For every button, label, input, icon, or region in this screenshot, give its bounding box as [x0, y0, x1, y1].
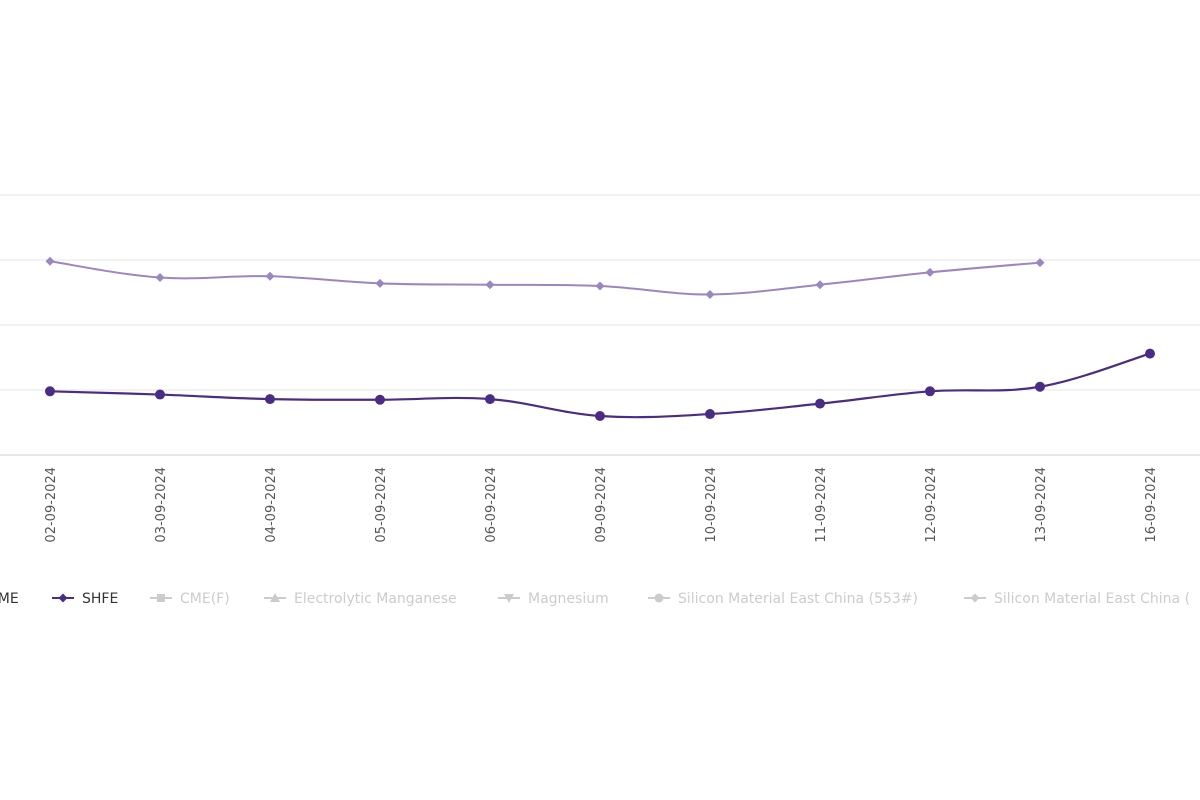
data-point[interactable] — [155, 389, 165, 400]
legend-marker-square — [157, 594, 165, 602]
legend-item-silicon-material-east-china-553[interactable]: Silicon Material East China (553#) — [648, 591, 918, 607]
series-shfe — [45, 348, 1155, 421]
legend-label: Electrolytic Manganese — [294, 591, 457, 607]
x-axis-tick-labels: 02-09-2024 03-09-2024 04-09-2024 05-09-2024… — [44, 467, 1159, 543]
x-tick-label: 11-09-2024 — [814, 467, 829, 543]
legend-item-silicon-material-east-china[interactable]: Silicon Material East China ( — [964, 591, 1190, 607]
x-tick-label: 04-09-2024 — [264, 467, 279, 543]
data-point[interactable] — [1035, 258, 1045, 268]
legend-label: Silicon Material East China (553#) — [678, 591, 918, 607]
legend-marker-triangle — [270, 593, 280, 602]
data-point[interactable] — [1035, 381, 1045, 392]
legend[interactable]: LME SHFE CME(F) Electrolytic Manganese Magne… — [0, 591, 1190, 607]
data-point[interactable] — [45, 386, 55, 397]
data-point[interactable] — [595, 281, 605, 291]
legend-item-magnesium[interactable]: Magnesium — [498, 591, 609, 607]
legend-marker-circle — [654, 593, 664, 603]
data-point[interactable] — [155, 273, 165, 283]
x-tick-label: 09-09-2024 — [594, 467, 609, 543]
legend-item-electrolytic-manganese[interactable]: Electrolytic Manganese — [264, 591, 457, 607]
data-point[interactable] — [705, 409, 715, 420]
legend-label: LME — [0, 591, 19, 607]
data-point[interactable] — [375, 394, 385, 405]
legend-item-lme[interactable]: LME — [0, 591, 19, 607]
series-line — [49, 352, 1151, 419]
legend-label: SHFE — [82, 591, 118, 607]
data-point[interactable] — [485, 394, 495, 405]
data-point[interactable] — [265, 271, 275, 281]
x-tick-label: 10-09-2024 — [704, 467, 719, 543]
data-point[interactable] — [815, 398, 825, 409]
data-point[interactable] — [1145, 348, 1155, 359]
data-point[interactable] — [925, 267, 935, 277]
legend-label: Magnesium — [528, 591, 609, 607]
x-tick-label: 13-09-2024 — [1034, 467, 1049, 543]
data-point[interactable] — [595, 411, 605, 421]
legend-label: Silicon Material East China ( — [994, 591, 1190, 607]
x-tick-label: 06-09-2024 — [484, 467, 499, 543]
data-point[interactable] — [265, 394, 275, 405]
legend-label: CME(F) — [180, 591, 230, 607]
legend-item-shfe[interactable]: SHFE — [52, 591, 118, 607]
legend-marker-diamond — [58, 593, 68, 603]
x-tick-label: 05-09-2024 — [374, 467, 389, 543]
x-tick-label: 03-09-2024 — [154, 467, 169, 543]
legend-marker-triangle-down — [504, 594, 514, 603]
legend-marker-diamond — [970, 593, 980, 603]
data-point[interactable] — [925, 386, 935, 397]
data-point[interactable] — [375, 278, 385, 288]
data-point[interactable] — [485, 280, 495, 290]
x-tick-label: 02-09-2024 — [44, 467, 59, 543]
x-tick-label: 12-09-2024 — [924, 467, 939, 543]
data-point[interactable] — [815, 280, 825, 290]
series-layer — [45, 256, 1155, 421]
data-point[interactable] — [45, 256, 55, 266]
series-line — [49, 260, 1041, 296]
series-lme — [45, 256, 1045, 299]
data-point[interactable] — [705, 289, 715, 299]
x-tick-label: 16-09-2024 — [1144, 467, 1159, 543]
legend-item-cme-f[interactable]: CME(F) — [150, 591, 230, 607]
